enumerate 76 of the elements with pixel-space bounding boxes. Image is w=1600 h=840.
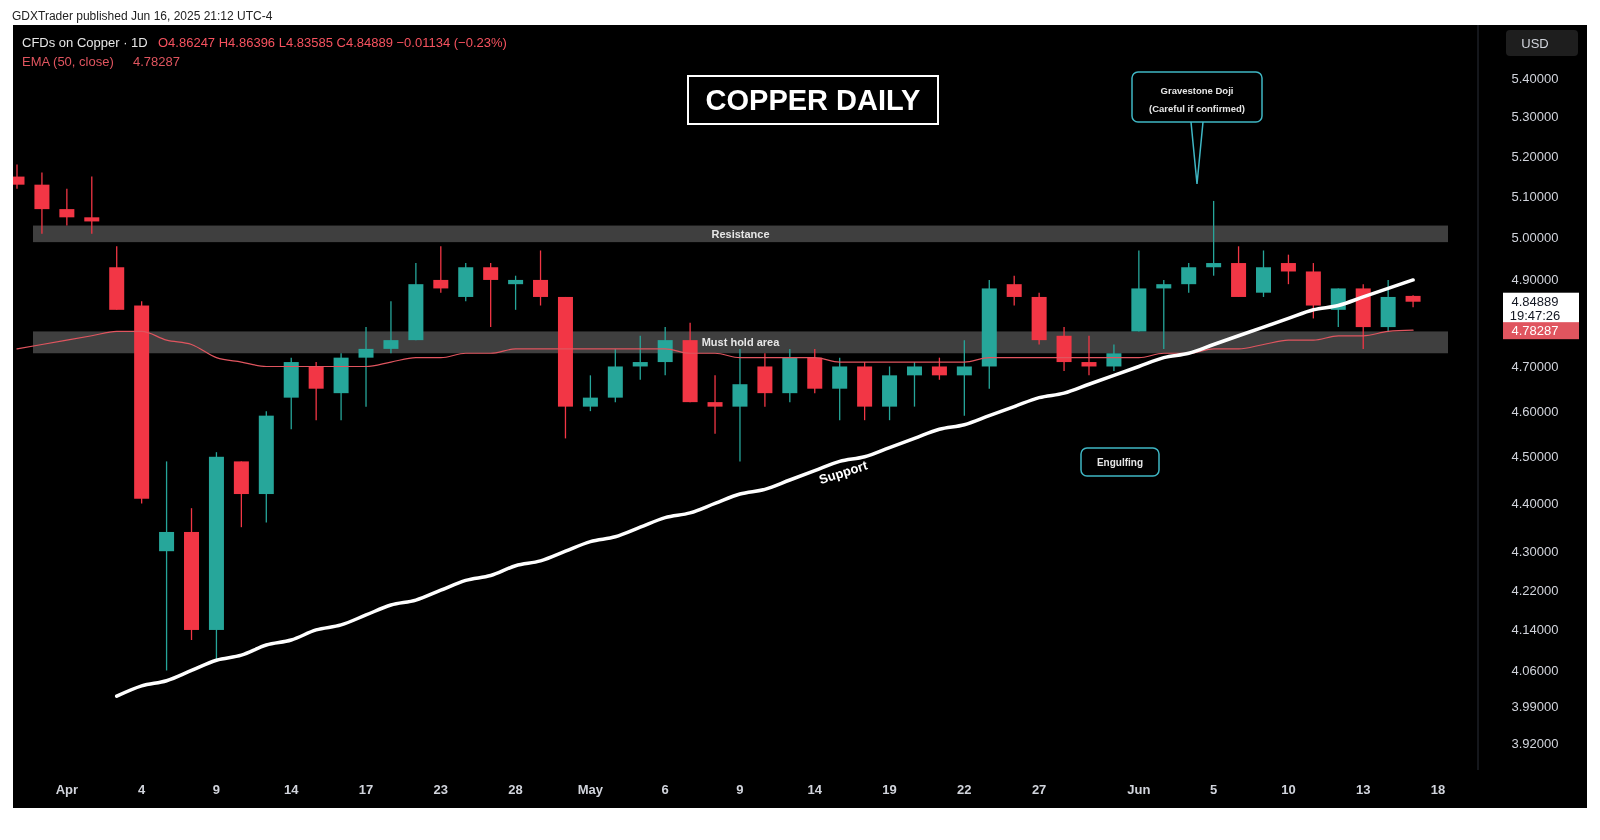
annotation: Engulfing: [1096, 457, 1144, 468]
x-tick-label: 28: [508, 782, 523, 797]
y-tick-label: 5.40000: [1511, 70, 1559, 86]
candlestick: [1206, 200, 1222, 277]
candlestick: [657, 326, 673, 376]
x-tick-label: 13: [1355, 782, 1371, 797]
y-tick-label: 4.30000: [1511, 543, 1559, 559]
candlestick: [1280, 254, 1296, 285]
text: 19:47:26: [1509, 307, 1561, 323]
x-tick-label: 23: [433, 782, 449, 797]
candlestick: [308, 361, 324, 421]
annotation: O4.86247 H4.86396 L4.83585 C4.84889 −0.01134 (−0.23%): [158, 35, 507, 50]
x-tick-label: 19: [882, 782, 897, 797]
x-tick-label: 9: [212, 782, 221, 797]
x-tick-label: 10: [1281, 782, 1296, 797]
y-tick-label: 4.50000: [1511, 449, 1559, 465]
y-tick-label: 4.90000: [1511, 272, 1559, 288]
candlestick: [483, 262, 499, 328]
candlestick: [732, 348, 748, 463]
x-tick-label: 4: [138, 782, 147, 797]
y-tick-label: 3.99000: [1511, 699, 1559, 715]
candlestick: [383, 300, 399, 354]
candlestick: [832, 357, 848, 421]
text: COPPER DAILY: [705, 84, 921, 116]
x-tick-label: 9: [736, 782, 744, 797]
text: 4.84889: [1511, 294, 1559, 310]
y-axis-title: USD: [1521, 36, 1549, 51]
x-tick-label: 14: [807, 782, 823, 797]
annotation: Gravestone Doji (Careful if confirmed): [1148, 85, 1246, 114]
x-tick-label: May: [577, 782, 604, 797]
line-series: [114, 278, 1415, 698]
y-tick-label: 4.22000: [1511, 582, 1559, 598]
x-tick-label: 5: [1210, 782, 1218, 797]
candlestick: [582, 374, 598, 412]
x-tick-label: 27: [1031, 782, 1047, 797]
annotation: 4.78287: [133, 54, 180, 69]
x-tick-label: 22: [957, 782, 972, 797]
text: 4.78287: [1511, 322, 1559, 338]
x-tick-label: 6: [661, 782, 669, 797]
candlestick: [956, 339, 972, 417]
y-tick-label: 5.20000: [1511, 149, 1559, 165]
x-tick-label: 18: [1430, 782, 1446, 797]
y-tick-label: 5.00000: [1511, 230, 1559, 246]
x-tick-label: Jun: [1127, 782, 1151, 797]
band-label: Must hold area: [701, 336, 781, 349]
y-tick-label: 4.40000: [1511, 495, 1559, 511]
candlestick: [433, 245, 449, 294]
candlestick: [632, 335, 648, 381]
y-tick-label: 4.60000: [1511, 403, 1559, 419]
candlestick: [59, 188, 75, 227]
text: CFDs on Copper · 1D: [22, 35, 148, 50]
x-tick-label: 14: [284, 782, 300, 797]
candlestick: [358, 326, 374, 408]
candlestick: [1081, 335, 1097, 376]
candlestick: [1006, 275, 1022, 307]
candlestick: [931, 357, 947, 381]
x-tick-label: 17: [358, 782, 374, 797]
candlestick: [906, 361, 922, 408]
y-tick-label: 3.92000: [1511, 735, 1559, 751]
x-tick-label: Apr: [55, 782, 79, 797]
band-label: Resistance: [711, 227, 770, 240]
candlestick: [159, 460, 175, 672]
text: EMA (50, close): [22, 54, 114, 69]
candlestick: [508, 275, 524, 311]
candlestick: [707, 374, 723, 435]
candlestick: [1106, 343, 1122, 372]
y-tick-label: 4.14000: [1511, 622, 1559, 638]
y-tick-label: 5.10000: [1511, 189, 1559, 205]
y-tick-label: 4.06000: [1511, 662, 1559, 678]
candlestick: [533, 249, 549, 307]
candlestick: [84, 175, 100, 235]
y-tick-label: 4.70000: [1511, 358, 1559, 374]
candlestick: [1181, 262, 1197, 294]
candlestick: [1156, 279, 1172, 350]
y-tick-label: 5.30000: [1511, 109, 1559, 125]
text: GDXTrader published Jun 16, 2025 21:12 UTC-4: [12, 9, 273, 23]
